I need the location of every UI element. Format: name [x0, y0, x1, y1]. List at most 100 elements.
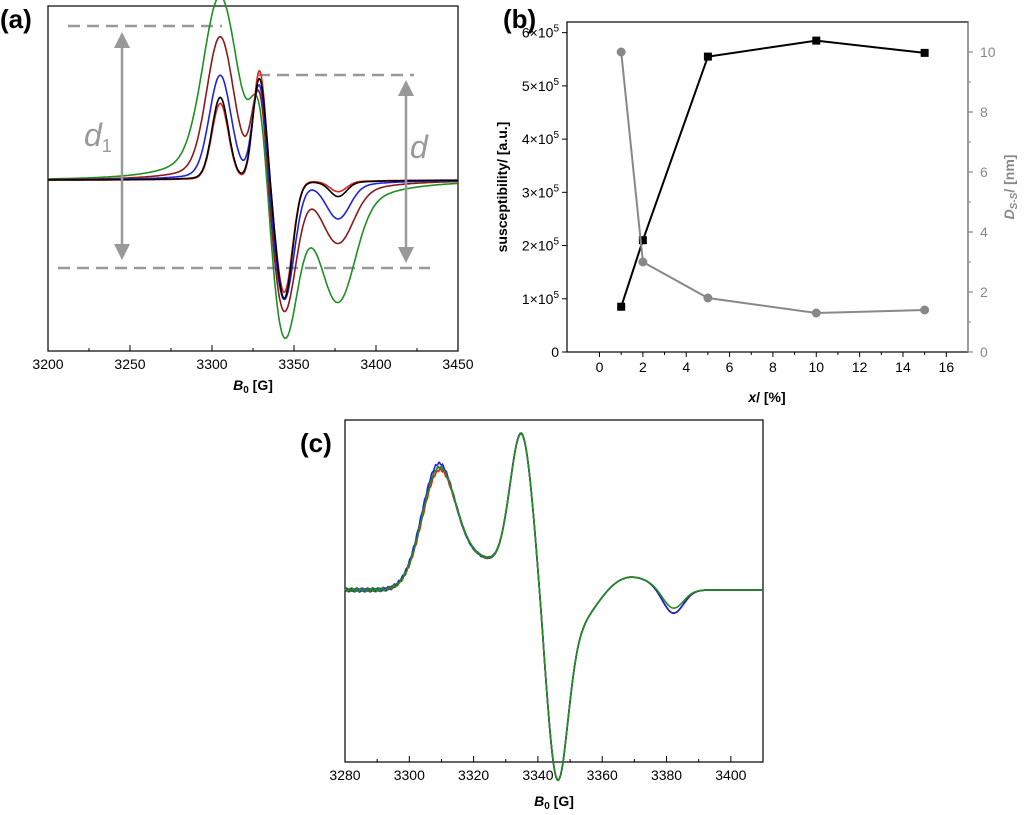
panel-b-x-tick-label: 16 [939, 359, 955, 375]
panel-b-yleft-tick-mantissa: 6×10 [522, 25, 554, 41]
panel-b-yleft-tick-exponent: 5 [553, 130, 559, 141]
panel-a-tick-label: 3400 [360, 356, 391, 372]
panel-b-x-tick-label: 14 [895, 359, 911, 375]
panel-c-tick-label: 3280 [329, 767, 360, 783]
panel-b-ylabel-right-sub: S-S [1009, 192, 1020, 209]
panel-b-yleft-tick-exponent: 5 [553, 77, 559, 88]
panel-b-yleft-tick-label: 1×105 [522, 290, 560, 307]
panel-c-xlabel-unit: [G] [550, 793, 574, 809]
panel-a-x-ticks: 3200 3250 3300 3350 3400 3450 [32, 345, 474, 372]
arrow-d1-head-down [114, 244, 130, 260]
panel-b-label: (b) [503, 4, 536, 34]
panel-b-x-tick-label: 8 [769, 359, 777, 375]
panel-a-xlabel-unit: [G] [249, 377, 273, 393]
panel-b-x-tick-label: 12 [852, 359, 868, 375]
panel-b-yleft-tick-label: 0 [551, 344, 559, 360]
annotation-d1-main: d [84, 117, 103, 153]
panel-a-dashed-guides [58, 24, 430, 270]
panel-b-x-tick-label: 2 [639, 359, 647, 375]
panel-b-frame [566, 21, 969, 353]
panel-b-yleft-tick-mantissa: 5×10 [522, 78, 554, 94]
data-point-dss [703, 293, 713, 303]
panel-b-ylabel-right: DS-S/ [nm] [1001, 155, 1020, 220]
panel-b-xlabel-main: x [747, 389, 757, 405]
panel-a-label: (a) [0, 4, 32, 34]
panel-c-tick-label: 3300 [394, 767, 425, 783]
panel-c-xlabel-sub: 0 [544, 801, 550, 812]
panel-a-xlabel: B0 [G] [233, 377, 273, 396]
panel-b-xlabel: x/ [%] [747, 389, 785, 405]
series-line-left [620, 39, 925, 308]
arrow-d-head-down [398, 247, 414, 263]
data-point-dss [920, 305, 930, 315]
panel-b-x-tick-label: 4 [682, 359, 690, 375]
panel-b-yleft-tick-mantissa: 4×10 [522, 131, 554, 147]
panel-a-tick-label: 3200 [32, 356, 63, 372]
panel-b-yleft-tick-label: 3×105 [522, 183, 560, 200]
panel-a-arrows [114, 32, 414, 263]
arrow-d1-head-up [114, 32, 130, 48]
panel-b-x-tick-label: 10 [808, 359, 824, 375]
panel-a-tick-label: 3250 [114, 356, 145, 372]
panel-c-xlabel: B0 [G] [534, 793, 574, 812]
panel-b-xlabel-unit: / [%] [756, 389, 786, 405]
panel-c-tick-label: 3400 [715, 767, 746, 783]
panel-b-yright-tick-label: 2 [980, 284, 988, 300]
arrow-d-head-up [398, 80, 414, 96]
panel-a-tick-label: 3300 [196, 356, 227, 372]
panel-c-tick-label: 3320 [458, 767, 489, 783]
spectrum-curve-green [344, 432, 763, 782]
panel-c-tick-label: 3340 [522, 767, 553, 783]
data-point-susceptibility [638, 236, 647, 245]
panel-c-xlabel-main: B [534, 793, 544, 809]
panel-a-tick-label: 3350 [278, 356, 309, 372]
panel-b-x-tick-label: 0 [596, 359, 604, 375]
series-line-right [620, 51, 925, 315]
data-point-dss [616, 47, 626, 57]
panel-b-yright-tick-label: 0 [980, 344, 988, 360]
data-point-dss [811, 308, 821, 318]
spectrum-curve-black [48, 77, 458, 300]
panel-a-tick-label: 3450 [442, 356, 473, 372]
annotation-d1-sub: 1 [102, 136, 112, 156]
annotation-d1: d1 [84, 117, 112, 156]
panel-b-ticks: 0 2 4 6 8 10 12 14 1601×1052×1053×1054×1055×1056… [522, 24, 996, 375]
panel-b-yright-tick-label: 6 [980, 164, 988, 180]
data-point-susceptibility [920, 48, 929, 57]
panel-c-tick-label: 3360 [587, 767, 618, 783]
panel-a-curves [48, 0, 459, 340]
panel-a-xlabel-sub: 0 [243, 385, 249, 396]
panel-b-yleft-tick-label: 2×105 [522, 237, 560, 254]
data-point-susceptibility [703, 52, 712, 61]
panel-b-yleft-tick-exponent: 5 [553, 24, 559, 35]
panel-a: (a) d1 d 3200 3250 3300 3350 3400 3450 B0 [G] [0, 0, 474, 396]
panel-b-yleft-tick-exponent: 5 [553, 237, 559, 248]
panel-b-ylabel-left: susceptibility/ [a.u.] [494, 122, 510, 253]
panel-b-ylabel-right-unit: / [nm] [1001, 155, 1017, 193]
spectrum-curve-red [344, 431, 763, 781]
panel-b-yleft-tick-label: 5×105 [522, 77, 560, 94]
spectrum-curve-blue [344, 432, 763, 782]
spectrum-curve-black [344, 432, 763, 782]
data-point-susceptibility [812, 36, 821, 45]
panel-b-yleft-tick-mantissa: 1×10 [522, 291, 554, 307]
panel-c-label: (c) [300, 428, 332, 458]
panel-b-yright-tick-label: 8 [980, 104, 988, 120]
panel-c: (c) 3280 3300 3320 3340 3360 3380 3400 B0 [G] [300, 419, 764, 812]
panel-b-yleft-tick-label: 6×105 [522, 24, 560, 41]
panel-b-yleft-tick-mantissa: 2×10 [522, 238, 554, 254]
data-point-susceptibility [617, 302, 626, 311]
panel-b: (b) 0 2 4 6 8 10 12 14 1601×1052×1053×1054×1055×… [494, 4, 1020, 405]
panel-b-yright-tick-label: 10 [980, 44, 996, 60]
panel-b-yright-tick-label: 4 [980, 224, 988, 240]
panel-a-xlabel-main: B [233, 377, 243, 393]
panel-b-ylabel-right-main: D [1001, 209, 1017, 219]
annotation-d: d [410, 129, 429, 165]
spectrum-curve-green [48, 0, 459, 340]
panel-b-yleft-tick-exponent: 5 [553, 290, 559, 301]
panel-b-yleft-tick-exponent: 5 [553, 183, 559, 194]
data-point-dss [638, 257, 648, 267]
panel-b-series [616, 36, 930, 318]
panel-c-curves [344, 431, 763, 782]
